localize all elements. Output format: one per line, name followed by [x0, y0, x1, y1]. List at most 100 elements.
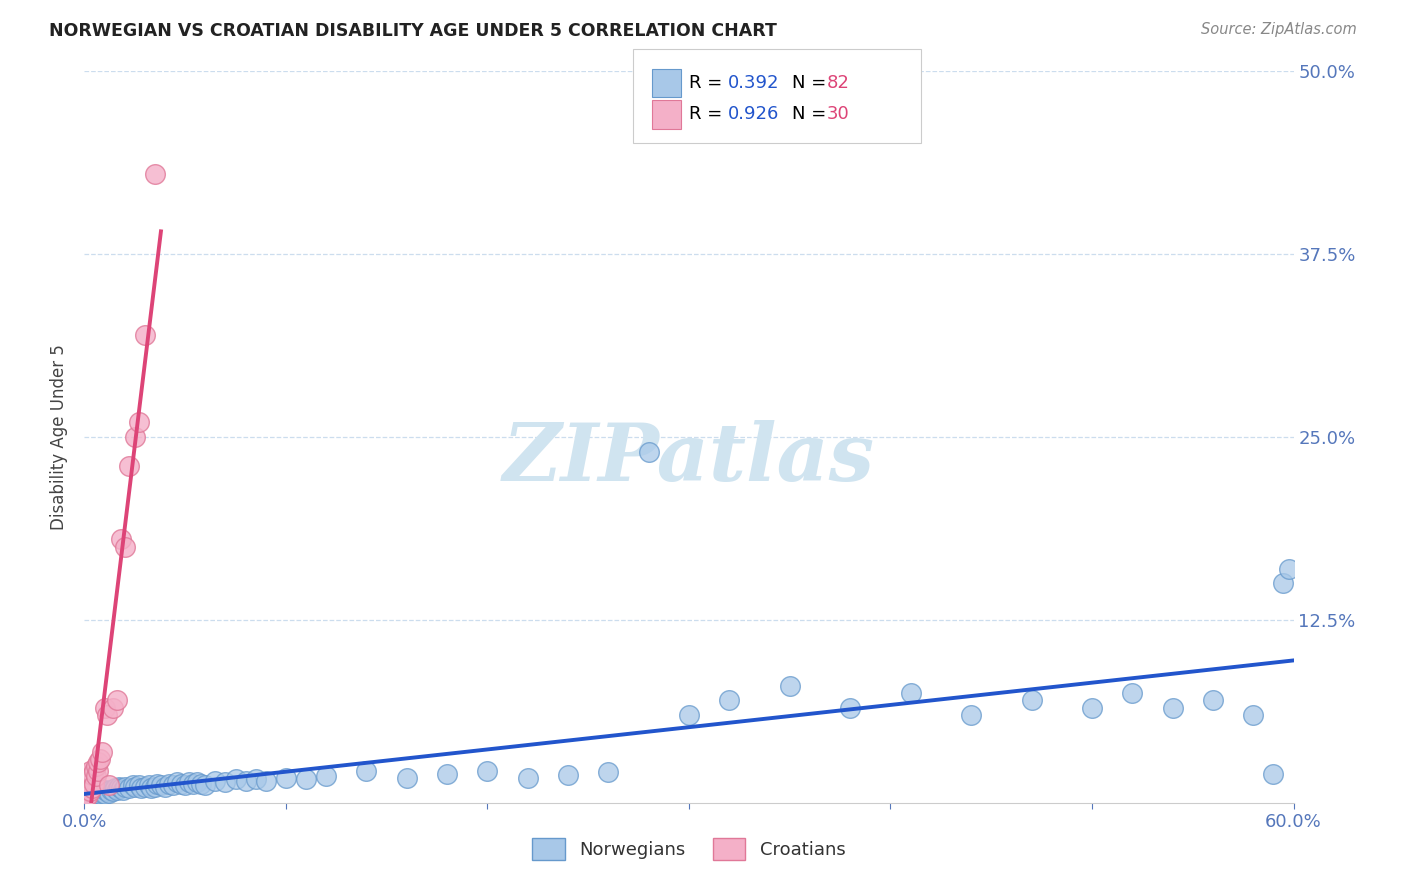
Point: [89, 752, 111, 766]
Y-axis label: Disability Age Under 5: Disability Age Under 5: [49, 344, 67, 530]
Point: [477, 764, 499, 778]
Point: [139, 781, 162, 796]
Point: [87, 764, 110, 778]
Point: [87, 789, 110, 803]
Point: [162, 778, 184, 792]
Point: [124, 780, 146, 794]
Point: [194, 778, 217, 792]
Point: [118, 781, 141, 796]
Point: [97, 778, 120, 792]
Point: [114, 540, 136, 554]
Point: [100, 782, 122, 797]
Point: [82, 789, 104, 804]
Point: [1272, 576, 1295, 591]
Point: [97, 786, 120, 800]
Point: [356, 764, 378, 778]
Point: [143, 167, 166, 181]
Point: [79, 789, 101, 803]
Point: [557, 768, 579, 782]
Point: [190, 777, 212, 791]
Point: [839, 700, 862, 714]
Point: [110, 533, 132, 547]
Point: [89, 787, 111, 801]
Point: [170, 777, 193, 791]
Point: [79, 764, 101, 778]
Legend: Norwegians, Croatians: Norwegians, Croatians: [526, 830, 852, 867]
Point: [254, 773, 277, 788]
Point: [146, 777, 169, 791]
Point: [1021, 693, 1043, 707]
Text: R =: R =: [689, 74, 728, 92]
Point: [87, 786, 110, 800]
Point: [79, 784, 101, 798]
Point: [436, 766, 458, 780]
Point: [77, 766, 100, 780]
Point: [93, 782, 115, 797]
Point: [93, 787, 115, 801]
Point: [86, 787, 108, 801]
Point: [101, 700, 124, 714]
Text: Source: ZipAtlas.com: Source: ZipAtlas.com: [1201, 22, 1357, 37]
Point: [129, 781, 152, 796]
Point: [214, 775, 236, 789]
Text: 82: 82: [827, 74, 849, 92]
Point: [181, 777, 204, 791]
Point: [960, 708, 983, 723]
Point: [77, 789, 100, 803]
Point: [96, 708, 118, 723]
Point: [83, 764, 105, 778]
Point: [134, 780, 156, 794]
Point: [75, 773, 97, 788]
Text: NORWEGIAN VS CROATIAN DISABILITY AGE UNDER 5 CORRELATION CHART: NORWEGIAN VS CROATIAN DISABILITY AGE UND…: [49, 22, 778, 40]
Point: [637, 444, 659, 458]
Point: [91, 745, 114, 759]
Point: [83, 777, 105, 791]
Point: [128, 778, 150, 792]
Point: [153, 780, 176, 794]
Point: [186, 775, 208, 789]
Point: [101, 784, 124, 798]
Point: [110, 781, 132, 796]
Point: [121, 778, 143, 792]
Point: [83, 786, 105, 800]
Point: [900, 686, 922, 700]
Point: [96, 784, 118, 798]
Point: [1161, 700, 1184, 714]
Point: [1081, 700, 1104, 714]
Point: [79, 786, 101, 800]
Point: [1121, 686, 1143, 700]
Text: N =: N =: [792, 74, 831, 92]
Point: [718, 693, 741, 707]
Point: [395, 771, 418, 785]
Point: [87, 755, 110, 769]
Point: [235, 773, 257, 788]
Text: 0.392: 0.392: [728, 74, 780, 92]
Point: [1202, 693, 1225, 707]
Point: [174, 778, 197, 792]
Point: [1241, 708, 1264, 723]
Point: [516, 771, 538, 785]
Point: [82, 787, 104, 801]
Point: [315, 769, 337, 783]
Point: [179, 775, 201, 789]
Point: [77, 789, 100, 804]
Point: [134, 327, 156, 342]
Point: [128, 416, 150, 430]
Point: [86, 769, 108, 783]
Point: [83, 789, 105, 803]
Text: ZIPatlas: ZIPatlas: [503, 420, 875, 498]
Point: [149, 778, 172, 792]
Point: [111, 782, 134, 797]
Point: [779, 679, 801, 693]
Point: [225, 772, 247, 787]
Point: [114, 780, 136, 794]
Point: [245, 772, 267, 787]
Point: [86, 784, 108, 798]
Point: [157, 777, 180, 791]
Point: [75, 791, 97, 805]
Point: [105, 782, 128, 797]
Point: [295, 772, 318, 787]
Point: [1278, 562, 1301, 576]
Point: [124, 430, 146, 444]
Text: R =: R =: [689, 105, 728, 123]
